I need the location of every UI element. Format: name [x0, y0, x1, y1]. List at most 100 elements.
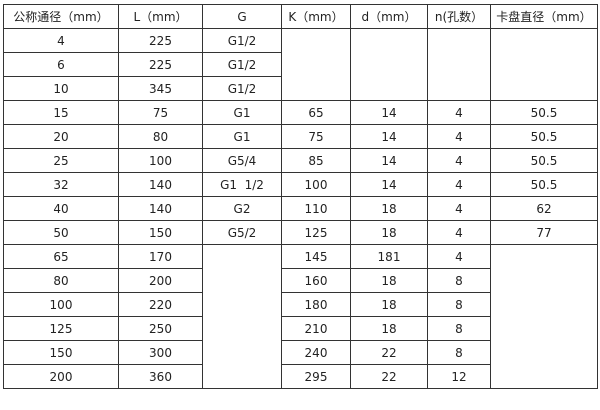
- table-cell: 65: [281, 100, 351, 125]
- table-cell: 50: [3, 220, 119, 245]
- table-cell: 18: [350, 292, 428, 317]
- column-header: d（mm）: [350, 4, 428, 29]
- table-cell: 360: [118, 364, 203, 389]
- table-cell: 75: [118, 100, 203, 125]
- column-header: L（mm）: [118, 4, 203, 29]
- table-cell: 50.5: [490, 124, 598, 149]
- table-cell: 181: [350, 244, 428, 269]
- merged-empty-cell: [490, 244, 598, 389]
- table-cell: G1: [202, 100, 282, 125]
- table-cell: 8: [427, 292, 491, 317]
- table-row: 20 80 G1 75 14 4 50.5: [3, 124, 598, 149]
- table-cell: 150: [3, 340, 119, 365]
- table-cell: 32: [3, 172, 119, 197]
- table-cell: 50.5: [490, 100, 598, 125]
- table-cell: 140: [118, 172, 203, 197]
- table-cell: 4: [427, 244, 491, 269]
- column-header: 卡盘直径（mm）: [490, 4, 598, 29]
- table-cell: 8: [427, 268, 491, 293]
- header-row: 公称通径（mm） L（mm） G K（mm） d（mm） n(孔数） 卡盘直径（mm）: [3, 4, 598, 29]
- table-cell: G1 1/2: [202, 172, 282, 197]
- table-cell: 12: [427, 364, 491, 389]
- table-row: 40 140 G2 110 18 4 62: [3, 196, 598, 221]
- merged-empty-cell: [427, 28, 491, 101]
- table-row: 150 300 240 22 8: [3, 340, 598, 365]
- table-cell: 18: [350, 220, 428, 245]
- table-cell: 240: [281, 340, 351, 365]
- column-header: n(孔数）: [427, 4, 491, 29]
- table-cell: 6: [3, 52, 119, 77]
- merged-empty-cell: [202, 244, 282, 389]
- table-cell: 295: [281, 364, 351, 389]
- table-cell: G2: [202, 196, 282, 221]
- table-cell: 100: [3, 292, 119, 317]
- table-cell: 300: [118, 340, 203, 365]
- table-row: 125 250 210 18 8: [3, 316, 598, 341]
- table-cell: 4: [427, 148, 491, 173]
- table-row: 32 140 G1 1/2 100 14 4 50.5: [3, 172, 598, 197]
- table-cell: 220: [118, 292, 203, 317]
- column-header: 公称通径（mm）: [3, 4, 119, 29]
- table-cell: G1: [202, 124, 282, 149]
- table-cell: G1/2: [202, 52, 282, 77]
- table-cell: 14: [350, 100, 428, 125]
- table-cell: 4: [427, 196, 491, 221]
- table-cell: 150: [118, 220, 203, 245]
- table-cell: 125: [281, 220, 351, 245]
- table-cell: 4: [427, 172, 491, 197]
- table-cell: 40: [3, 196, 119, 221]
- table-row: 6 225 G1/2: [3, 52, 598, 77]
- table-cell: 125: [3, 316, 119, 341]
- table-row: 65 170 145 181 4: [3, 244, 598, 389]
- table-cell: G5/4: [202, 148, 282, 173]
- table-cell: 160: [281, 268, 351, 293]
- table-cell: 14: [350, 172, 428, 197]
- table-cell: 100: [281, 172, 351, 197]
- table-row: 200 360 295 22 12: [3, 364, 598, 389]
- table-cell: 18: [350, 268, 428, 293]
- table-cell: 250: [118, 316, 203, 341]
- table-cell: 80: [3, 268, 119, 293]
- table-row: 80 200 160 18 8: [3, 268, 598, 293]
- table-row: 25 100 G5/4 85 14 4 50.5: [3, 148, 598, 173]
- table-cell: 50.5: [490, 172, 598, 197]
- table-cell: 200: [118, 268, 203, 293]
- table-cell: 4: [427, 124, 491, 149]
- merged-empty-cell: [490, 28, 598, 101]
- table-cell: 22: [350, 364, 428, 389]
- table-cell: 25: [3, 148, 119, 173]
- table-cell: 8: [427, 340, 491, 365]
- table-cell: 10: [3, 76, 119, 101]
- table-cell: 62: [490, 196, 598, 221]
- table-row: 4 225 G1/2: [3, 28, 598, 101]
- specification-table: 公称通径（mm） L（mm） G K（mm） d（mm） n(孔数） 卡盘直径（mm） 4 22…: [3, 4, 598, 389]
- table-cell: 85: [281, 148, 351, 173]
- table-cell: 15: [3, 100, 119, 125]
- table-cell: 225: [118, 52, 203, 77]
- table-cell: 8: [427, 316, 491, 341]
- table-cell: 170: [118, 244, 203, 269]
- column-header: G: [202, 4, 282, 29]
- merged-empty-cell: [350, 28, 428, 101]
- table-cell: 140: [118, 196, 203, 221]
- table-cell: 18: [350, 196, 428, 221]
- table-cell: 210: [281, 316, 351, 341]
- table-cell: 110: [281, 196, 351, 221]
- table-cell: G1/2: [202, 76, 282, 101]
- table-cell: 65: [3, 244, 119, 269]
- table-cell: 75: [281, 124, 351, 149]
- table-cell: 100: [118, 148, 203, 173]
- table-row: 50 150 G5/2 125 18 4 77: [3, 220, 598, 245]
- table-cell: 22: [350, 340, 428, 365]
- column-header: K（mm）: [281, 4, 351, 29]
- table-cell: 14: [350, 124, 428, 149]
- table-cell: 345: [118, 76, 203, 101]
- table-cell: 80: [118, 124, 203, 149]
- table-cell: 14: [350, 148, 428, 173]
- table-cell: G5/2: [202, 220, 282, 245]
- table-cell: 225: [118, 28, 203, 53]
- table-cell: 18: [350, 316, 428, 341]
- table-cell: 20: [3, 124, 119, 149]
- table-cell: G1/2: [202, 28, 282, 53]
- table-cell: 77: [490, 220, 598, 245]
